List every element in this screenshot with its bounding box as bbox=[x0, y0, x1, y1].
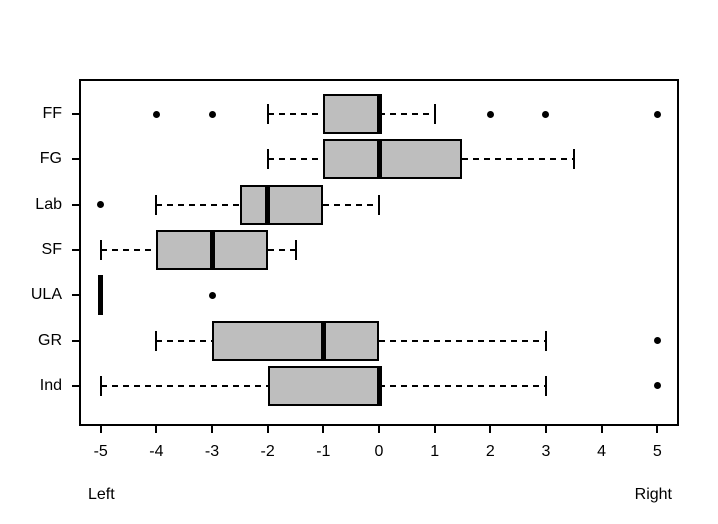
x-tick-label: 4 bbox=[597, 443, 607, 460]
whisker-cap bbox=[99, 375, 102, 396]
median-line bbox=[376, 365, 382, 406]
whisker-line bbox=[100, 384, 268, 387]
outlier-dot bbox=[208, 291, 216, 299]
x-tick-label: -3 bbox=[204, 443, 220, 460]
x-tick-label: 0 bbox=[374, 443, 384, 460]
x-tick bbox=[378, 426, 380, 433]
x-tick-label: 1 bbox=[430, 443, 440, 460]
y-tick-label: SF bbox=[41, 240, 62, 258]
median-line bbox=[265, 184, 271, 225]
whisker-cap bbox=[266, 149, 269, 170]
whisker-line bbox=[267, 158, 324, 161]
x-tick bbox=[211, 426, 214, 433]
whisker-line bbox=[156, 203, 240, 206]
whisker-cap bbox=[155, 194, 158, 215]
whisker-cap bbox=[572, 149, 575, 170]
x-tick bbox=[266, 426, 269, 433]
x-tick-label: -2 bbox=[260, 443, 275, 460]
x-tick-label: 5 bbox=[652, 443, 662, 460]
median-line bbox=[376, 139, 382, 180]
x-tick-label: -1 bbox=[316, 443, 331, 460]
y-tick-label: FF bbox=[42, 105, 62, 122]
whisker-cap bbox=[433, 104, 436, 124]
x-tick bbox=[544, 426, 547, 433]
y-tick-label: Lab bbox=[35, 195, 62, 213]
whisker-cap bbox=[544, 330, 547, 351]
box bbox=[267, 365, 379, 406]
box bbox=[212, 320, 379, 361]
median-line bbox=[320, 320, 326, 361]
x-axis-left-label: Left bbox=[88, 486, 115, 503]
y-tick-label: Ind bbox=[39, 376, 62, 394]
whisker-cap bbox=[544, 375, 547, 396]
median-line bbox=[98, 275, 104, 316]
whisker-cap bbox=[378, 194, 380, 215]
y-tick bbox=[72, 384, 79, 387]
whisker-line bbox=[267, 248, 296, 251]
x-tick-label: -4 bbox=[149, 443, 164, 460]
outlier-dot bbox=[653, 110, 661, 118]
x-tick bbox=[489, 426, 492, 433]
y-tick bbox=[72, 203, 79, 206]
x-tick bbox=[99, 426, 102, 433]
outlier-dot bbox=[542, 110, 550, 118]
y-tick bbox=[72, 158, 79, 161]
y-tick-label: ULA bbox=[30, 286, 62, 304]
x-tick bbox=[656, 426, 659, 433]
y-tick bbox=[72, 294, 79, 297]
whisker-line bbox=[379, 384, 546, 387]
box bbox=[239, 184, 324, 225]
whisker-cap bbox=[294, 239, 297, 260]
y-tick bbox=[72, 248, 79, 251]
outlier-dot bbox=[152, 110, 160, 118]
whisker-line bbox=[379, 113, 435, 115]
outlier-dot bbox=[208, 110, 216, 118]
whisker-line bbox=[100, 248, 157, 251]
box bbox=[323, 139, 463, 180]
whisker-cap bbox=[266, 104, 269, 124]
y-tick-label: FG bbox=[39, 150, 62, 168]
x-tick bbox=[600, 426, 603, 433]
x-tick-label: 3 bbox=[541, 443, 551, 460]
outlier-dot bbox=[486, 110, 494, 118]
x-tick bbox=[322, 426, 325, 433]
whisker-line bbox=[156, 339, 213, 342]
x-axis-right-label: Right bbox=[634, 486, 672, 503]
y-tick bbox=[72, 339, 79, 342]
median-line bbox=[376, 94, 382, 134]
median-line bbox=[209, 229, 215, 270]
outlier-dot bbox=[97, 201, 105, 209]
x-tick-label: 2 bbox=[485, 443, 495, 460]
whisker-line bbox=[323, 203, 379, 206]
whisker-line bbox=[267, 113, 324, 115]
x-tick bbox=[155, 426, 158, 433]
outlier-dot bbox=[653, 382, 661, 390]
whisker-line bbox=[462, 158, 574, 161]
whisker-cap bbox=[155, 330, 158, 351]
y-tick bbox=[72, 113, 79, 115]
x-tick bbox=[433, 426, 436, 433]
outlier-dot bbox=[653, 337, 661, 344]
whisker-line bbox=[379, 339, 546, 342]
box bbox=[323, 94, 379, 134]
whisker-cap bbox=[99, 239, 102, 260]
y-tick-label: GR bbox=[38, 331, 62, 349]
x-tick-label: -5 bbox=[93, 443, 108, 460]
